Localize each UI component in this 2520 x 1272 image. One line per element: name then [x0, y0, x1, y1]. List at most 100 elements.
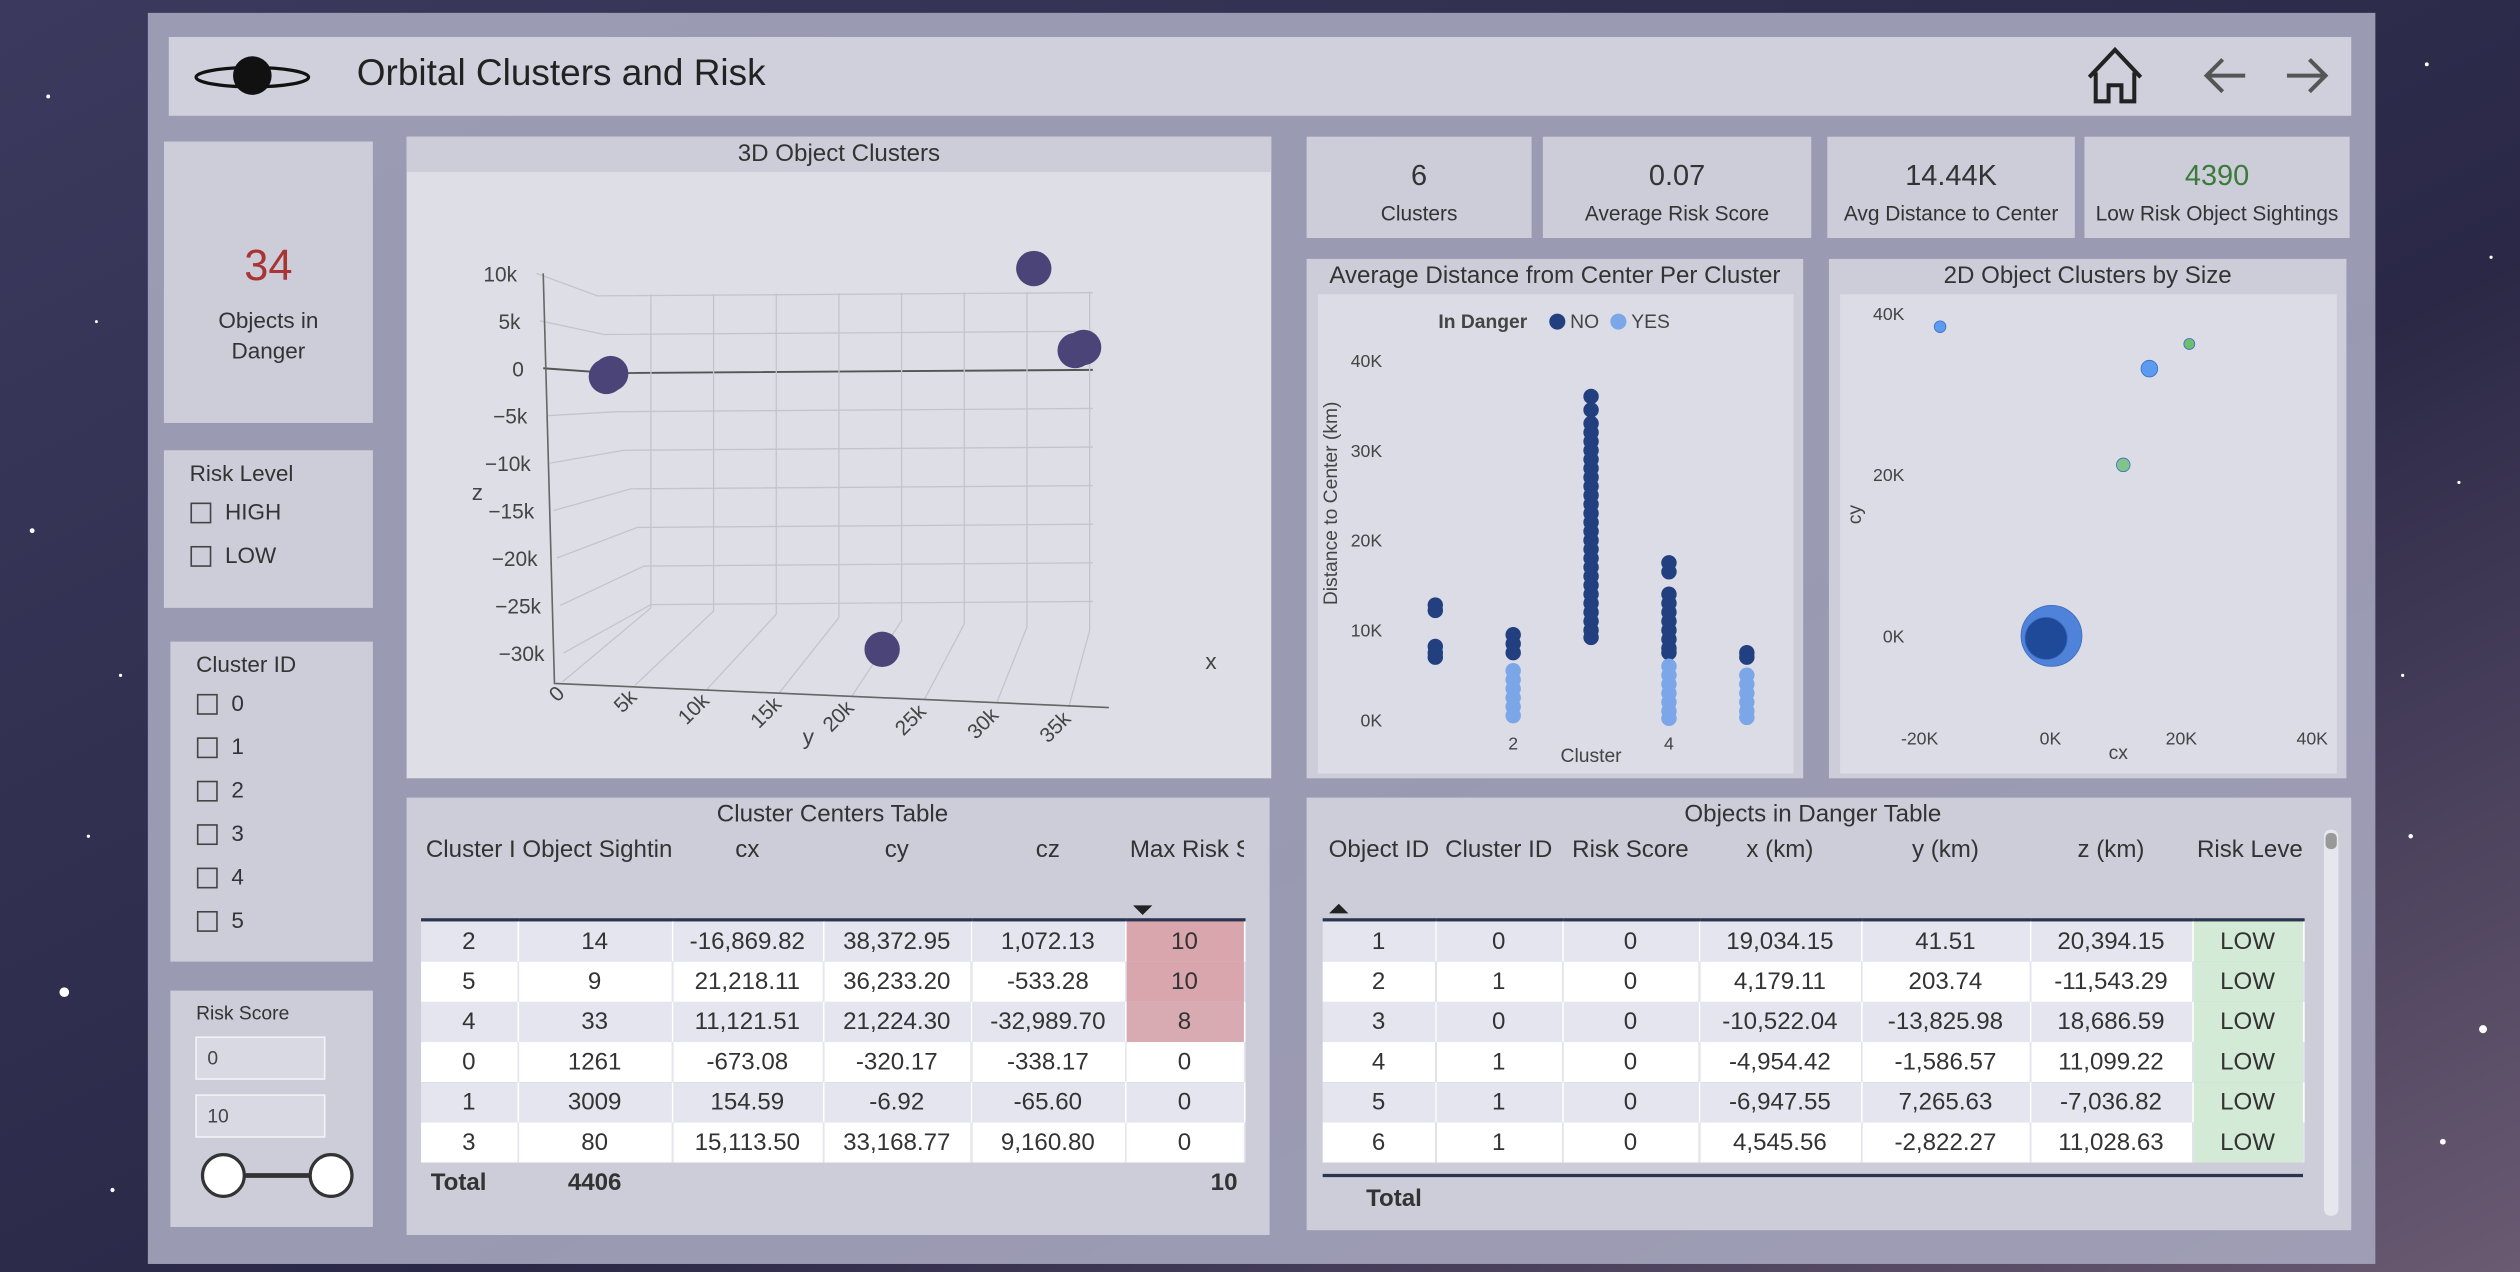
header-row: Cluster IDObject SightingscxcyczMax Risk…	[421, 834, 1244, 922]
point	[1016, 250, 1052, 287]
cell: 33,168.77	[822, 1122, 972, 1163]
cell: -673.08	[671, 1042, 824, 1083]
input-box[interactable]	[195, 1094, 326, 1138]
cell: -338.17	[970, 1042, 1126, 1083]
checkbox[interactable]	[196, 867, 218, 889]
cell: 11,121.51	[671, 1001, 824, 1043]
kpi-label: Low Risk Object Sightings	[2095, 201, 2339, 226]
table-row[interactable]: 4 1 0 -4,954.42 -1,586.57 11,099.22 LOW	[1322, 1042, 2304, 1083]
bubble	[2024, 616, 2068, 660]
cell: 154.59	[671, 1082, 824, 1123]
column-header: Object ID	[1322, 834, 1436, 922]
grid-line	[536, 272, 1093, 297]
z-tick-label: −5k	[493, 406, 528, 429]
cell: 0	[1562, 1082, 1700, 1123]
point	[1427, 602, 1444, 619]
cell: 10	[1124, 919, 1245, 962]
checkbox[interactable]	[196, 910, 218, 932]
cell: 38,372.95	[822, 919, 972, 962]
cell: 21,224.30	[822, 1001, 972, 1043]
x-tick-label: 20K	[2166, 729, 2198, 749]
cell: 5	[421, 961, 519, 1002]
cell: LOW	[2192, 1042, 2304, 1083]
table-row[interactable]: 2 14 -16,869.82 38,372.95 1,072.13 10	[421, 919, 1245, 962]
checkbox[interactable]	[196, 780, 218, 802]
cell: 1	[421, 1082, 519, 1123]
table-row[interactable]: 1 3009 154.59 -6.92 -65.60 0	[421, 1082, 1245, 1123]
cell: LOW	[2192, 1082, 2304, 1123]
slider-handle[interactable]	[200, 1153, 246, 1199]
column-header: Cluster ID	[1435, 834, 1563, 922]
back-button[interactable]	[2203, 58, 2246, 94]
table-row[interactable]: 5 9 21,218.11 36,233.20 -533.28 10	[421, 961, 1245, 1002]
stars	[29, 62, 2493, 1193]
home-button[interactable]	[2087, 46, 2143, 104]
cell: 0	[1435, 1001, 1563, 1043]
point	[864, 631, 900, 668]
cell: 1261	[517, 1042, 673, 1083]
slicer-option: 3	[231, 820, 244, 846]
x-tick-label: -20K	[1901, 729, 1939, 749]
total-label: Total	[430, 1169, 487, 1197]
grid-line	[553, 484, 1093, 512]
checkbox[interactable]	[190, 545, 212, 567]
y-tick-label: 10K	[1351, 621, 1383, 641]
scrollbar[interactable]	[2323, 829, 2339, 1216]
header-row: Object ID Cluster ID Risk Score x (km) y (km…	[1322, 834, 2304, 922]
grid-line	[995, 291, 1028, 704]
point	[1661, 644, 1677, 661]
slider-handle[interactable]	[308, 1153, 354, 1199]
kpi-label: Clusters	[1380, 201, 1458, 226]
chart-title: 3D Object Clusters	[737, 139, 941, 168]
table-row[interactable]: 4 33 11,121.51 21,224.30 -32,989.70 8	[421, 1001, 1245, 1043]
cell: LOW	[2192, 919, 2304, 962]
kpi-label: Average Risk Score	[1584, 201, 1770, 226]
cell: 9	[517, 961, 673, 1002]
cell: 4,179.11	[1698, 961, 1862, 1002]
column-header: z (km)	[2029, 834, 2193, 922]
forward-button[interactable]	[2286, 58, 2329, 94]
cell: 0	[1562, 1001, 1700, 1043]
table-row[interactable]: 0 1261 -673.08 -320.17 -338.17 0	[421, 1042, 1245, 1083]
cell: 10	[1124, 961, 1245, 1002]
point	[593, 355, 629, 392]
column-header: x (km)	[1698, 834, 1862, 922]
table-row[interactable]: 5 1 0 -6,947.55 7,265.63 -7,036.82 LOW	[1322, 1082, 2304, 1123]
table-row[interactable]: 1 0 0 19,034.15 41.51 20,394.15 LOW	[1322, 919, 2304, 962]
input-box[interactable]	[195, 1036, 326, 1080]
cell: LOW	[2192, 1001, 2304, 1043]
cell: 1	[1322, 919, 1436, 962]
point	[1057, 332, 1093, 369]
bubble	[2183, 338, 2196, 350]
cell: 0	[421, 1042, 519, 1083]
cell: LOW	[2192, 961, 2304, 1002]
column-header: y (km)	[1861, 834, 2030, 922]
cell: 0	[1562, 919, 1700, 962]
kpi-value: 4390	[2184, 159, 2250, 192]
checkbox[interactable]	[190, 502, 212, 524]
table-row[interactable]: 3 80 15,113.50 33,168.77 9,160.80 0	[421, 1122, 1245, 1163]
column-header: cz	[970, 834, 1125, 922]
checkbox[interactable]	[196, 693, 218, 715]
cell: 1	[1435, 1122, 1563, 1163]
scrollbar-thumb[interactable]	[2325, 832, 2337, 850]
column-header: cx	[671, 834, 823, 922]
cell: 0	[1124, 1122, 1245, 1163]
cell: 14	[517, 919, 673, 962]
cell: -7,036.82	[2029, 1082, 2193, 1123]
table-row[interactable]: 3 0 0 -10,522.04 -13,825.98 18,686.59 LOW	[1322, 1001, 2304, 1043]
z-tick-label: 5k	[498, 311, 521, 334]
point	[1427, 649, 1444, 665]
y-tick-label: 30K	[1351, 441, 1383, 461]
cell: -32,989.70	[970, 1001, 1126, 1043]
kpi-value: 0.07	[1648, 159, 1706, 192]
checkbox[interactable]	[196, 737, 218, 759]
cell: 41.51	[1861, 919, 2031, 962]
table-title: Cluster Centers Table	[716, 800, 949, 829]
checkbox[interactable]	[196, 824, 218, 846]
table-row[interactable]: 2 1 0 4,179.11 203.74 -11,543.29 LOW	[1322, 961, 2304, 1002]
cell: 5	[1322, 1082, 1436, 1123]
legend-swatch	[1610, 313, 1627, 330]
table-row[interactable]: 6 1 0 4,545.56 -2,822.27 11,028.63 LOW	[1322, 1122, 2304, 1163]
grid-line	[546, 407, 1093, 417]
